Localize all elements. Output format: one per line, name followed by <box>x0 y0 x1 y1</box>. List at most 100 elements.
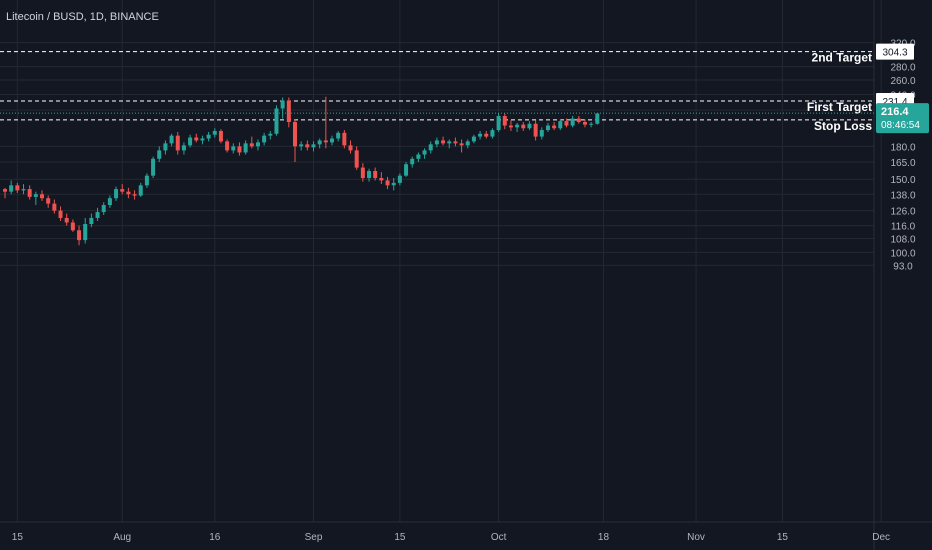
candle-body <box>490 130 495 137</box>
candle-body <box>564 121 569 126</box>
candle <box>471 134 476 144</box>
candle <box>181 142 186 155</box>
level-lines <box>0 51 874 121</box>
candle-body <box>151 158 156 176</box>
candle <box>132 190 137 200</box>
candle <box>58 206 63 221</box>
candle-body <box>169 135 174 144</box>
candle <box>188 134 193 148</box>
candle <box>305 140 310 151</box>
candle <box>582 119 587 128</box>
candle-body <box>126 191 131 195</box>
y-tick-label: 280.0 <box>890 63 915 74</box>
candle-body <box>70 222 75 231</box>
y-tick-label: 126.0 <box>890 207 915 218</box>
candle-body <box>589 123 594 125</box>
current-price-box <box>876 103 929 134</box>
candle-body <box>114 189 119 199</box>
candle-body <box>132 194 137 196</box>
candle <box>46 195 51 208</box>
candle-body <box>465 141 470 146</box>
candle-body <box>453 141 458 144</box>
candle-body <box>471 136 476 142</box>
level-label: 2nd Target <box>812 51 872 65</box>
x-tick-label: Aug <box>113 532 131 543</box>
candle-body <box>225 141 230 151</box>
y-tick-label: 108.0 <box>890 234 915 245</box>
candle-body <box>323 140 328 143</box>
candle-body <box>274 108 279 134</box>
candle <box>101 202 106 216</box>
candle-body <box>249 143 254 147</box>
candle <box>317 138 322 149</box>
candle-body <box>95 212 100 218</box>
candle <box>107 195 112 208</box>
candle-body <box>422 150 427 155</box>
x-tick-label: Nov <box>687 532 705 543</box>
candle <box>77 225 82 246</box>
x-tick-label: 16 <box>209 532 221 543</box>
time-axis[interactable]: 15Aug16Sep15Oct18Nov15Dec152022 <box>12 532 932 543</box>
candle-body <box>89 217 94 225</box>
candle <box>490 128 495 139</box>
candle <box>576 115 581 124</box>
candle-body <box>200 138 205 141</box>
candle <box>243 140 248 155</box>
candle <box>496 113 501 132</box>
candle-body <box>40 194 45 199</box>
candle <box>27 185 32 200</box>
candle-body <box>478 133 483 137</box>
candle <box>206 131 211 142</box>
candle-body <box>367 170 372 179</box>
candle-body <box>262 135 267 143</box>
candle-body <box>459 143 464 146</box>
candle <box>404 162 409 177</box>
candle-body <box>539 130 544 137</box>
candle <box>564 118 569 128</box>
level-price-value: 231.4 <box>882 97 907 108</box>
candle-body <box>527 123 532 129</box>
candle-body <box>64 217 69 223</box>
candle-body <box>3 189 7 192</box>
candle-body <box>255 142 260 147</box>
candle-body <box>101 205 106 213</box>
symbol-title[interactable]: Litecoin / BUSD, 1D, BINANCE <box>6 11 159 23</box>
candle <box>218 129 223 144</box>
candle <box>52 199 57 214</box>
candle <box>373 167 378 181</box>
candle-body <box>570 118 575 126</box>
candle <box>255 139 260 151</box>
candle-body <box>515 124 520 128</box>
candle-body <box>218 130 223 142</box>
candle <box>428 141 433 154</box>
candle <box>570 115 575 128</box>
candle-body <box>502 115 507 126</box>
candle-body <box>58 210 63 218</box>
candle <box>360 163 365 182</box>
candle <box>212 128 217 138</box>
candle <box>274 105 279 136</box>
candle <box>379 172 384 185</box>
candle-body <box>434 140 439 145</box>
candle <box>15 182 20 193</box>
candle-body <box>83 224 88 241</box>
candle-body <box>521 124 526 129</box>
candle-body <box>52 203 57 211</box>
candle-body <box>336 132 341 139</box>
level-label: First Target <box>807 100 872 114</box>
candle-body <box>305 144 310 148</box>
candle-body <box>342 132 347 146</box>
candle <box>262 132 267 146</box>
candle <box>502 113 507 130</box>
candle <box>231 143 236 154</box>
candle-body <box>206 134 211 139</box>
candle <box>144 173 149 188</box>
candle <box>169 133 174 147</box>
candle-body <box>552 125 557 129</box>
candle <box>397 173 402 186</box>
candle-body <box>299 144 304 147</box>
candle <box>447 139 452 149</box>
candle-body <box>379 178 384 181</box>
